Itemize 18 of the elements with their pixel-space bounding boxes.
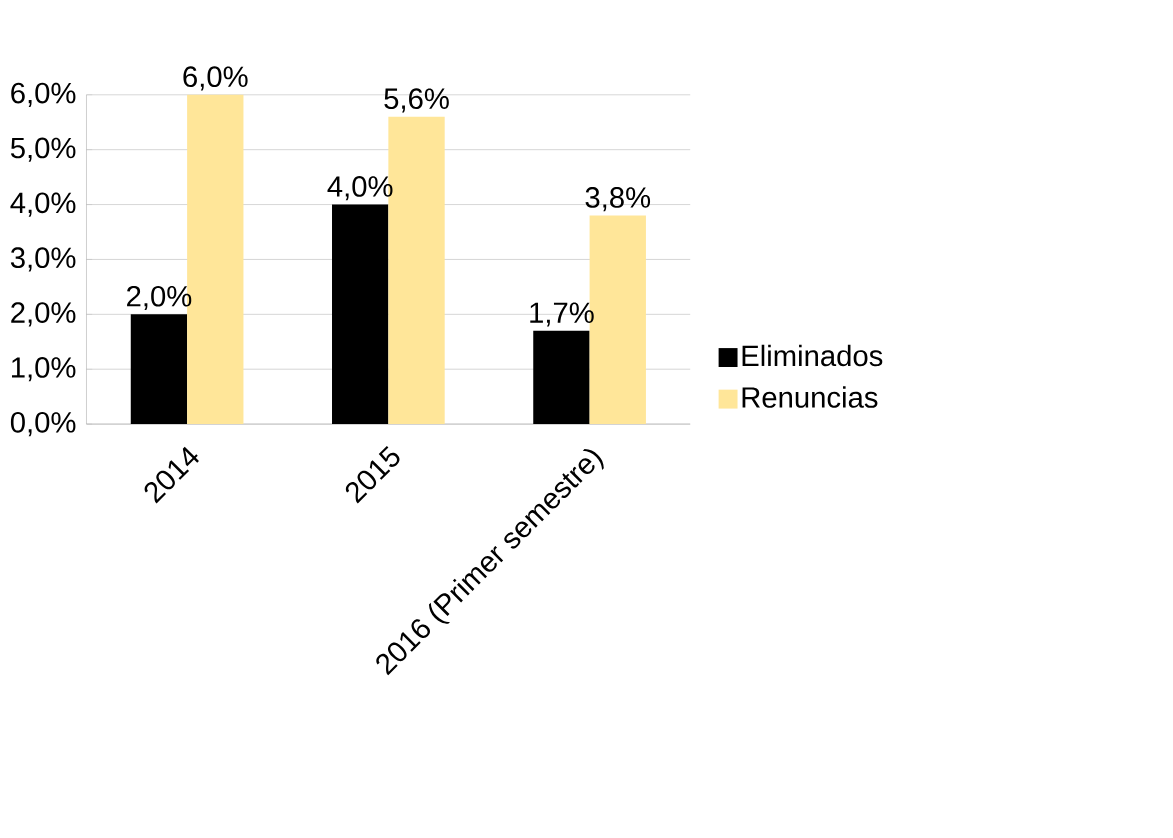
data-label: 1,7% [530, 302, 594, 327]
y-tick-label: 5,0% [10, 137, 76, 162]
bar [533, 330, 590, 424]
data-label: 6,0% [183, 66, 248, 91]
bar [332, 204, 389, 424]
data-label: 2,0% [127, 285, 192, 310]
bar [130, 314, 188, 424]
y-tick-label: 6,0% [11, 82, 76, 107]
data-label: 4,0% [327, 176, 393, 201]
y-tick-label: 1,0% [11, 357, 76, 382]
y-tick-label: 2,0% [11, 302, 76, 327]
legend-label: Renuncias [742, 386, 878, 408]
legend-label: Eliminados [742, 344, 883, 367]
data-label: 5,6% [384, 88, 449, 113]
data-label: 3,8% [585, 187, 651, 212]
y-tick-label: 0,0% [10, 411, 76, 437]
y-tick-label: 4,0% [10, 192, 76, 217]
y-tick-label: 3,0% [10, 247, 76, 272]
